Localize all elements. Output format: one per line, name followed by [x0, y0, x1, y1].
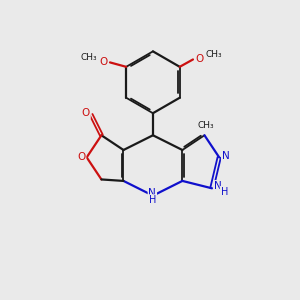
Text: CH₃: CH₃	[206, 50, 223, 59]
Text: O: O	[195, 54, 204, 64]
Text: H: H	[149, 195, 156, 205]
Text: N: N	[148, 188, 156, 198]
Text: O: O	[99, 57, 108, 67]
Text: O: O	[82, 108, 90, 118]
Text: N: N	[214, 181, 222, 191]
Text: CH₃: CH₃	[80, 52, 97, 62]
Text: N: N	[222, 151, 230, 161]
Text: CH₃: CH₃	[198, 122, 214, 130]
Text: O: O	[77, 152, 86, 162]
Text: methoxy: methoxy	[89, 59, 96, 60]
Text: H: H	[220, 187, 228, 197]
